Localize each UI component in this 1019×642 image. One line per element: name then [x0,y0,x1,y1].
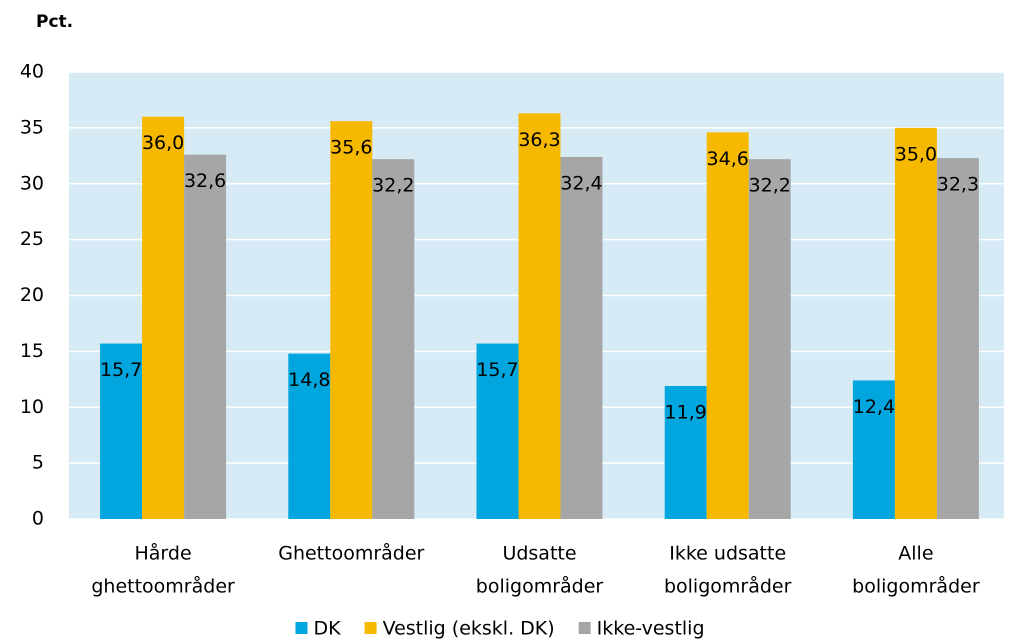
y-tick-label: 40 [20,61,44,83]
legend-label: Ikke-vestlig [597,618,705,640]
y-axis-title: Pct. [36,12,73,32]
data-label: 35,6 [330,137,372,159]
y-tick-label: 35 [20,116,44,138]
x-tick-label: Udsatte [502,543,576,565]
x-tick-label: boligområder [476,575,604,598]
legend-swatch [578,622,591,634]
bar [372,159,415,520]
bar [748,159,791,520]
bar [664,386,707,519]
y-tick-label: 10 [20,396,44,418]
bar [518,113,561,519]
data-label: 32,2 [372,175,414,197]
x-tick-label: ghettoområder [91,575,235,598]
bar [852,380,895,519]
data-label: 32,6 [184,170,226,192]
bar [100,343,143,519]
x-tick-label: Ikke udsatte [669,543,786,565]
data-label: 36,3 [518,129,560,151]
data-label: 32,2 [749,175,791,197]
legend-swatch [364,622,377,634]
y-tick-label: 20 [20,284,44,306]
bar [476,343,519,519]
bar [560,156,603,519]
legend-swatch [295,622,308,634]
bar [142,116,185,519]
x-tick-label: Alle [898,543,933,565]
bar [288,353,331,519]
data-label: 15,7 [476,359,518,381]
y-tick-label: 15 [20,340,44,362]
x-tick-label: Ghettoområder [278,542,424,565]
data-label: 32,3 [937,174,979,196]
x-tick-label: boligområder [852,575,980,598]
legend-label: DK [313,618,341,640]
data-label: 35,0 [895,143,937,165]
data-label: 12,4 [853,396,895,418]
y-tick-label: 0 [32,508,44,530]
data-label: 15,7 [100,359,142,381]
y-tick-label: 5 [32,452,44,474]
bar [330,121,373,520]
bar [894,127,937,519]
x-tick-label: boligområder [664,575,792,598]
legend-label: Vestlig (ekskl. DK) [383,618,555,640]
data-label: 11,9 [665,402,707,424]
data-label: 32,4 [560,172,602,194]
y-tick-label: 30 [20,172,44,194]
data-label: 34,6 [707,148,749,170]
data-label: 14,8 [288,369,330,391]
y-tick-label: 25 [20,228,44,250]
bar [706,132,749,519]
data-label: 36,0 [142,132,184,154]
x-tick-label: Hårde [135,542,192,565]
bar [936,158,979,520]
bar [184,154,227,519]
